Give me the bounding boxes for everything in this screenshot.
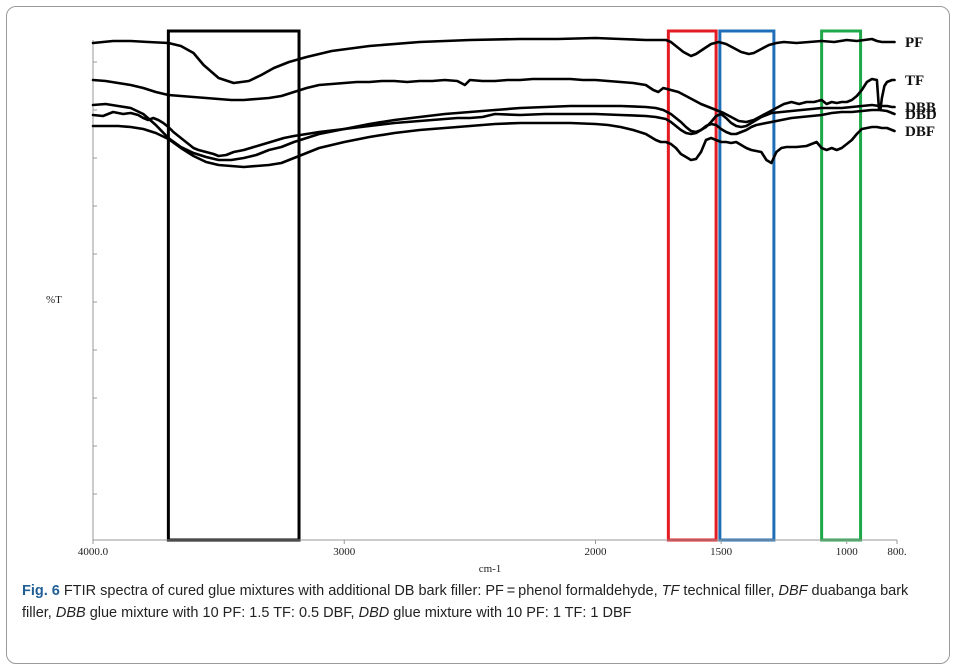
x-tick-label: 4000.0: [78, 546, 109, 558]
series-label-pf: PF: [905, 35, 923, 51]
y-axis: [92, 40, 97, 540]
series-line-pf: [91, 36, 896, 85]
highlight-box: [718, 29, 776, 542]
caption-abbr-dbf: DBF: [778, 583, 808, 599]
caption-text-2: technical filler,: [679, 583, 779, 599]
series-label-dbf: DBF: [905, 124, 935, 140]
x-tick-label: 1500: [710, 546, 733, 558]
series-line-dbf: [91, 121, 896, 169]
figure-number: Fig. 6: [22, 583, 60, 599]
series-line-dbb: [91, 102, 896, 162]
series-lines: [91, 36, 896, 169]
series-line-tf: [91, 77, 896, 124]
y-axis-title: %T: [46, 294, 62, 306]
series-label-dbb: DBB: [905, 100, 936, 116]
series-label-dbd: DBD: [905, 107, 937, 123]
figure-caption: Fig. 6 FTIR spectra of cured glue mixtur…: [22, 580, 932, 624]
x-axis-title: cm-1: [479, 563, 502, 575]
series-line-dbd: [91, 108, 896, 158]
highlight-box: [166, 29, 301, 542]
figure-frame: [6, 6, 950, 664]
caption-text-3: duabanga bark filler,: [22, 583, 909, 621]
x-tick-label: 3000: [333, 546, 356, 558]
x-tick-label: 1000: [836, 546, 859, 558]
caption-abbr-tf: TF: [661, 583, 680, 599]
series-label-tf: TF: [905, 73, 924, 89]
caption-text-5: glue mixture with 10 PF: 1 TF: 1 DBF: [389, 605, 632, 621]
caption-abbr-dbb: DBB: [55, 605, 86, 621]
caption-text-1: FTIR spectra of cured glue mixtures with…: [59, 583, 662, 599]
x-axis: 4000.0 3000 2000 1500 1000 800.: [78, 539, 907, 558]
caption-abbr-dbd: DBD: [358, 605, 390, 621]
x-tick-label: 2000: [585, 546, 608, 558]
x-tick-label: 800.: [887, 546, 907, 558]
caption-text-4: glue mixture with 10 PF: 1.5 TF: 0.5 DBF…: [85, 605, 359, 621]
